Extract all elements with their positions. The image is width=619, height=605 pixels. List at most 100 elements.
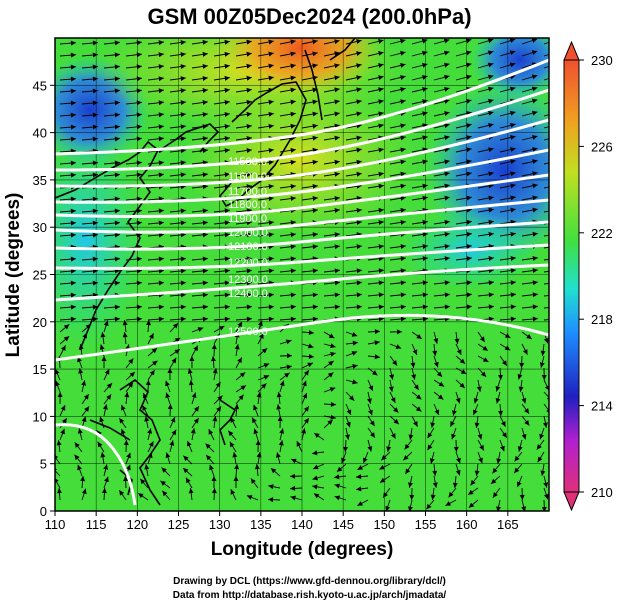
wind-arrow-head — [510, 292, 516, 298]
wind-arrow-head — [378, 171, 384, 177]
wind-arrow-head — [158, 112, 164, 118]
y-tick-label: 25 — [33, 268, 47, 283]
wind-arrow-head — [427, 432, 433, 439]
wind-arrow-head — [532, 134, 538, 140]
wind-arrow-head — [268, 256, 274, 262]
contour-label: 11700.0 — [228, 186, 267, 198]
wind-arrow-head — [188, 380, 194, 386]
wind-arrow-head — [202, 220, 208, 226]
wind-arrow-head — [539, 433, 545, 440]
wind-arrow-head — [334, 495, 341, 501]
wind-arrow-head — [148, 441, 154, 447]
wind-arrow-head — [389, 374, 395, 380]
wind-arrow-head — [554, 159, 559, 164]
wind-arrow-head — [126, 452, 131, 459]
wind-arrow-head — [202, 232, 208, 238]
wind-arrow-head — [268, 75, 274, 81]
wind-arrow-head — [488, 171, 494, 177]
wind-arrow-head — [554, 99, 559, 104]
wind-arrow-head — [202, 51, 208, 57]
wind-arrow-head — [180, 148, 186, 154]
wind-arrow-head — [519, 362, 525, 368]
wind-arrow-head — [465, 50, 472, 56]
wind-arrow-head — [312, 159, 318, 165]
wind-arrow-head — [468, 502, 475, 508]
wind-arrow-head — [136, 40, 142, 46]
wind-arrow-head — [444, 99, 450, 104]
wind-arrow-head — [254, 464, 260, 470]
wind-arrow-head — [395, 344, 402, 349]
wind-arrow-head — [312, 484, 318, 490]
wind-arrow-head — [334, 111, 340, 117]
wind-arrow-head — [330, 401, 336, 407]
wind-arrow-head — [378, 316, 384, 322]
wind-arrow-head — [386, 446, 392, 452]
wind-arrow-head — [405, 468, 411, 474]
wind-arrow-head — [501, 360, 507, 366]
wind-arrow-head — [554, 50, 560, 55]
wind-arrow-head — [114, 196, 120, 202]
wind-arrow-head — [158, 304, 164, 310]
wind-arrow-head — [351, 351, 358, 356]
wind-arrow-head — [60, 405, 66, 411]
wind-arrow-head — [334, 304, 340, 310]
x-tick-label: 140 — [291, 517, 313, 532]
wind-arrow-head — [334, 51, 340, 57]
contour-label: 12200.0 — [228, 257, 268, 269]
x-tick-label: 155 — [415, 517, 437, 532]
wind-arrow — [543, 65, 549, 69]
wind-arrow-head — [224, 256, 230, 262]
wind-arrow-head — [268, 63, 274, 69]
wind-arrow-head — [488, 98, 494, 104]
wind-arrow-head — [531, 110, 538, 116]
wind-arrow-head — [531, 50, 538, 56]
x-axis: 110 115 120 125 130 135 140 145 150 155 160 165 — [45, 511, 519, 532]
wind-arrow-head — [268, 123, 274, 129]
wind-arrow-head — [422, 99, 428, 104]
wind-arrow-head — [246, 87, 252, 93]
wind-arrow-head — [136, 124, 142, 130]
wind-arrow-head — [308, 343, 314, 349]
wind-arrow-head — [378, 111, 384, 117]
wind-arrow-head — [147, 428, 153, 434]
wind-arrow-head — [70, 268, 76, 274]
wind-arrow-head — [303, 418, 309, 424]
wind-arrow-head — [555, 292, 560, 297]
wind-arrow-head — [312, 111, 318, 117]
wind-arrow-head — [356, 75, 362, 81]
wind-arrow-head — [92, 208, 98, 214]
y-tick-label: 20 — [33, 315, 47, 330]
wind-arrow — [543, 234, 549, 237]
wind-arrow — [543, 307, 549, 309]
x-tick-label: 150 — [373, 517, 395, 532]
wind-arrow-head — [187, 368, 193, 374]
wind-arrow-head — [496, 506, 502, 511]
wind-arrow-head — [114, 220, 120, 226]
wind-arrow-head — [70, 76, 76, 82]
wind-arrow-head — [336, 466, 343, 472]
wind-arrow-head — [352, 379, 358, 385]
wind-arrow-head — [232, 452, 238, 458]
wind-arrow-head — [488, 292, 494, 298]
wind-arrow-head — [70, 304, 76, 310]
wind-arrow-head — [532, 159, 538, 165]
wind-arrow-head — [208, 429, 214, 435]
wind-arrow-head — [403, 454, 409, 461]
wind-arrow-head — [145, 380, 151, 386]
contour-line — [55, 58, 549, 156]
wind-arrow-head — [517, 374, 523, 380]
wind-arrow-head — [136, 112, 142, 118]
wind-arrow-head — [356, 292, 362, 298]
wind-arrow-head — [524, 408, 530, 414]
wind-arrow-head — [356, 99, 362, 105]
wind-arrow-head — [532, 195, 538, 201]
wind-arrow-head — [476, 386, 482, 392]
wind-arrow-head — [400, 171, 406, 177]
wind-arrow-head — [510, 183, 516, 189]
wind-arrow-head — [430, 422, 436, 428]
wind-arrow-head — [290, 304, 296, 310]
wind-arrow-head — [345, 421, 351, 428]
wind-arrow-head — [106, 394, 112, 400]
wind-arrow-head — [466, 159, 472, 165]
wind-arrow-head — [498, 410, 504, 416]
